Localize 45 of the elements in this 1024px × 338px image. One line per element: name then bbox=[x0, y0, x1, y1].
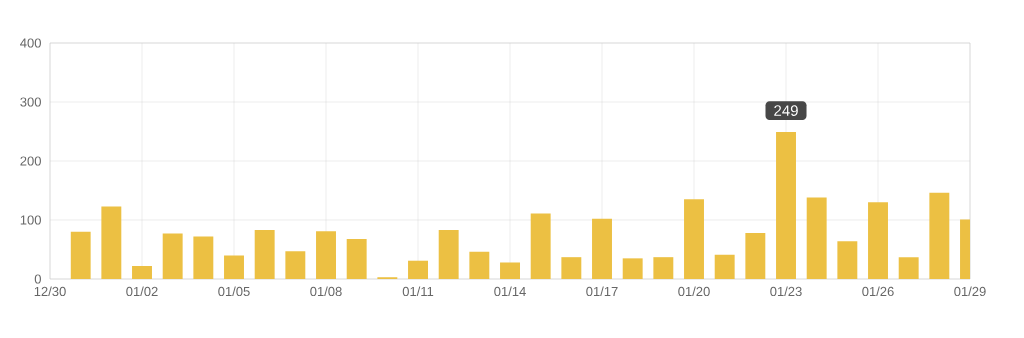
bar bbox=[929, 192, 950, 279]
x-tick-label: 01/23 bbox=[770, 286, 802, 297]
x-tick-label: 01/05 bbox=[218, 286, 250, 297]
bar bbox=[408, 260, 428, 279]
bar bbox=[868, 202, 888, 279]
x-tick-label: 01/29 bbox=[954, 286, 986, 297]
y-tick-label: 400 bbox=[20, 38, 41, 48]
bar bbox=[132, 266, 152, 279]
bar bbox=[714, 254, 735, 279]
x-tick-label: 01/17 bbox=[586, 286, 618, 297]
bar bbox=[254, 230, 275, 279]
bar bbox=[745, 232, 766, 279]
x-tick-label: 01/11 bbox=[402, 286, 434, 297]
bar bbox=[162, 233, 183, 279]
bar bbox=[806, 197, 827, 279]
annotation: 249 bbox=[774, 105, 798, 116]
x-tick-label: 12/30 bbox=[34, 286, 66, 297]
bar bbox=[561, 257, 582, 279]
bar bbox=[285, 251, 306, 279]
y-tick-label: 300 bbox=[20, 97, 41, 107]
bar bbox=[346, 238, 367, 279]
x-tick-label: 01/08 bbox=[310, 286, 342, 297]
x-tick-label: 01/14 bbox=[494, 286, 526, 297]
x-tick-label: 01/20 bbox=[678, 286, 710, 297]
bar bbox=[837, 241, 858, 279]
y-tick-label: 200 bbox=[20, 156, 41, 166]
bar bbox=[70, 231, 91, 279]
bar bbox=[622, 258, 643, 279]
bar bbox=[898, 257, 919, 279]
bar bbox=[469, 251, 490, 279]
bar bbox=[684, 199, 704, 279]
bar bbox=[592, 218, 612, 279]
bar bbox=[500, 262, 520, 279]
bar bbox=[438, 230, 459, 279]
bar bbox=[776, 132, 796, 279]
bar bbox=[530, 213, 551, 279]
y-tick-label: 100 bbox=[20, 215, 41, 225]
bar bbox=[224, 255, 244, 279]
bar bbox=[653, 257, 674, 279]
bar bbox=[316, 231, 336, 279]
x-tick-label: 01/26 bbox=[862, 286, 894, 297]
y-tick-label: 0 bbox=[34, 274, 41, 284]
bar bbox=[101, 206, 122, 279]
bar bbox=[193, 236, 214, 279]
x-tick-label: 01/02 bbox=[126, 286, 158, 297]
